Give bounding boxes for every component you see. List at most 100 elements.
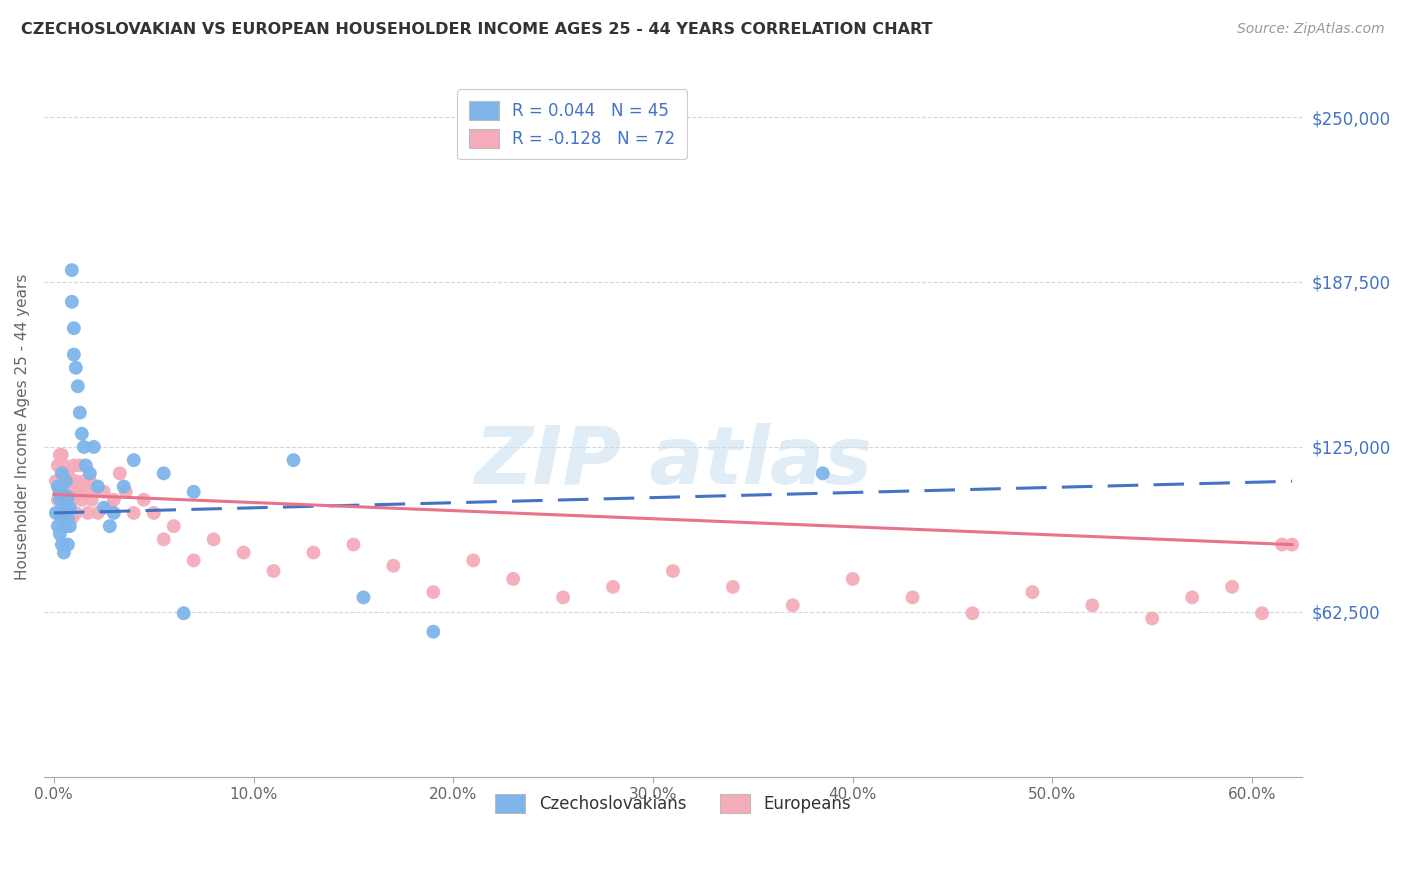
Point [962, 606, 984, 620]
Point [49, 527, 72, 541]
Point [46, 479, 69, 493]
Point [782, 599, 804, 613]
Point [70, 492, 93, 507]
Point [51, 511, 73, 525]
Point [352, 591, 374, 605]
Point [463, 553, 485, 567]
Point [232, 545, 254, 559]
Point [55, 467, 77, 481]
Point [56, 538, 79, 552]
Point [183, 553, 205, 567]
Point [56, 511, 79, 525]
Point [52, 506, 75, 520]
Point [75, 458, 97, 473]
Point [79, 475, 101, 489]
Point [662, 564, 685, 578]
Point [46, 458, 69, 473]
Point [52, 458, 75, 473]
Point [502, 572, 524, 586]
Point [73, 440, 96, 454]
Point [142, 506, 165, 520]
Point [1181, 591, 1204, 605]
Point [75, 484, 97, 499]
Point [63, 458, 86, 473]
Text: Source: ZipAtlas.com: Source: ZipAtlas.com [1237, 22, 1385, 37]
Point [56, 506, 79, 520]
Point [122, 453, 145, 467]
Point [122, 506, 145, 520]
Point [382, 558, 405, 573]
Point [51, 506, 73, 520]
Point [60, 475, 83, 489]
Point [183, 484, 205, 499]
Point [79, 467, 101, 481]
Point [63, 321, 86, 335]
Point [83, 484, 105, 499]
Point [45, 506, 67, 520]
Point [49, 484, 72, 499]
Point [422, 624, 444, 639]
Point [1220, 580, 1243, 594]
Point [93, 484, 115, 499]
Legend: Czechoslovakians, Europeans: Czechoslovakians, Europeans [484, 782, 862, 824]
Point [56, 484, 79, 499]
Point [59, 484, 82, 499]
Point [1142, 611, 1164, 625]
Point [901, 591, 924, 605]
Point [83, 440, 105, 454]
Point [1251, 606, 1274, 620]
Point [342, 538, 364, 552]
Point [46, 519, 69, 533]
Point [60, 263, 83, 277]
Point [80, 492, 103, 507]
Y-axis label: Householder Income Ages 25 - 44 years: Householder Income Ages 25 - 44 years [15, 274, 30, 581]
Point [173, 606, 195, 620]
Point [114, 484, 136, 499]
Point [60, 294, 83, 309]
Point [202, 533, 225, 547]
Point [52, 545, 75, 559]
Point [112, 479, 135, 493]
Point [103, 492, 125, 507]
Point [55, 498, 77, 512]
Point [811, 467, 834, 481]
Point [1271, 538, 1294, 552]
Point [59, 519, 82, 533]
Point [55, 506, 77, 520]
Point [51, 538, 73, 552]
Point [63, 484, 86, 499]
Point [283, 453, 305, 467]
Point [66, 379, 89, 393]
Point [1281, 538, 1303, 552]
Point [163, 519, 186, 533]
Point [56, 467, 79, 481]
Point [51, 467, 73, 481]
Point [76, 506, 98, 520]
Point [56, 490, 79, 504]
Point [87, 479, 110, 493]
Point [721, 580, 744, 594]
Point [73, 475, 96, 489]
Point [87, 506, 110, 520]
Point [59, 506, 82, 520]
Point [55, 484, 77, 499]
Point [1021, 585, 1043, 599]
Point [59, 500, 82, 515]
Point [46, 492, 69, 507]
Point [302, 545, 325, 559]
Point [108, 467, 131, 481]
Point [152, 533, 174, 547]
Point [60, 492, 83, 507]
Point [602, 580, 624, 594]
Point [93, 500, 115, 515]
Point [98, 519, 121, 533]
Point [841, 572, 863, 586]
Point [103, 506, 125, 520]
Point [45, 475, 67, 489]
Point [63, 348, 86, 362]
Point [51, 467, 73, 481]
Point [553, 591, 575, 605]
Point [422, 585, 444, 599]
Point [263, 564, 285, 578]
Point [1081, 599, 1104, 613]
